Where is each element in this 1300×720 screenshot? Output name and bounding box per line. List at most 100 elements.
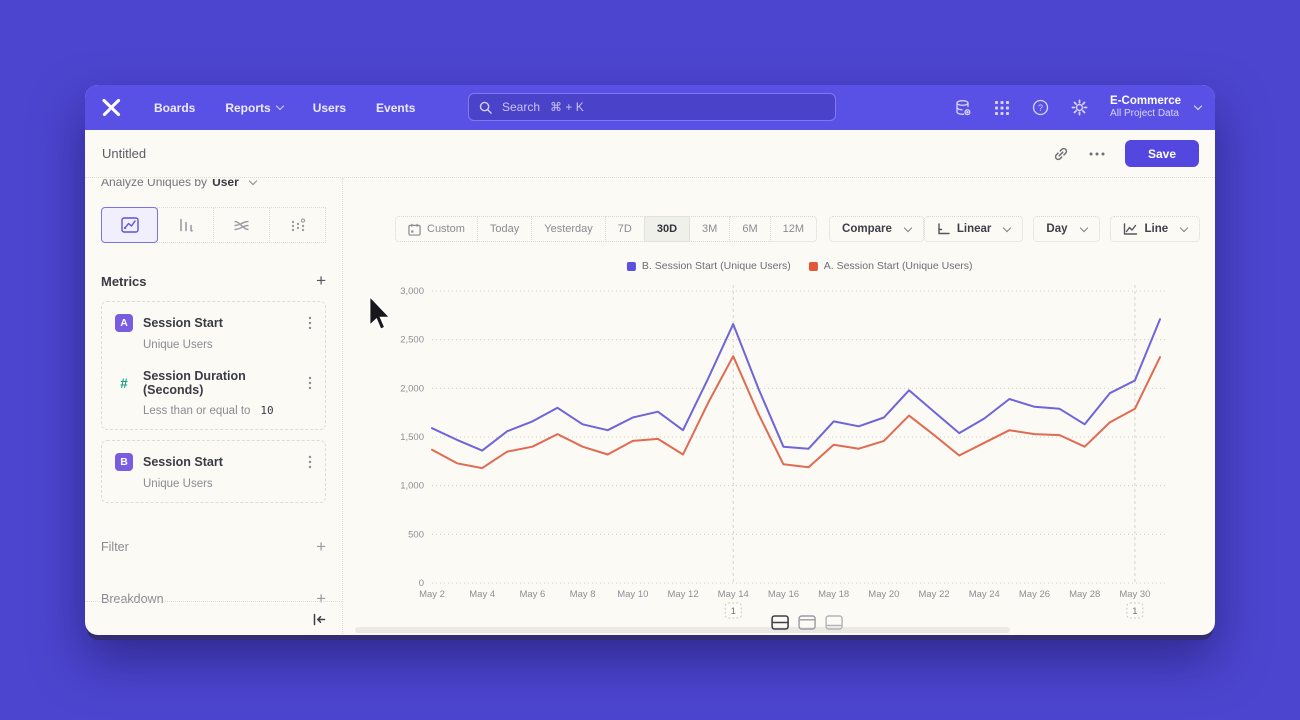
nav-item-boards[interactable]: Boards: [154, 100, 196, 115]
layout-split-icon[interactable]: [771, 615, 789, 630]
compare-button[interactable]: Compare: [829, 216, 924, 242]
sidebar-footer: [85, 601, 342, 635]
svg-text:500: 500: [408, 529, 424, 540]
search-input[interactable]: [500, 99, 825, 115]
range-12m[interactable]: 12M: [769, 216, 818, 242]
project-subtitle: All Project Data: [1110, 108, 1179, 119]
collapse-sidebar-icon[interactable]: [312, 613, 326, 626]
condition-label: Less than or equal to: [143, 405, 251, 417]
apps-grid-icon[interactable]: [994, 100, 1010, 116]
project-name: E-Commerce: [1110, 95, 1181, 107]
range-yesterday[interactable]: Yesterday: [531, 216, 606, 242]
interval-dropdown[interactable]: Day: [1033, 216, 1100, 242]
tab-scatter-chart[interactable]: [269, 207, 326, 243]
metric-row-session-start-a[interactable]: A Session Start: [115, 314, 312, 332]
metric-card-b: B Session Start Unique Users: [101, 440, 326, 503]
more-options-icon[interactable]: [1089, 152, 1105, 156]
metric-badge-a: A: [115, 314, 133, 332]
chevron-down-icon: [248, 179, 257, 185]
svg-text:May 22: May 22: [918, 589, 949, 600]
settings-gear-icon[interactable]: [1071, 99, 1088, 116]
legend-swatch: [808, 261, 818, 271]
layout-header-icon[interactable]: [798, 615, 816, 630]
line-chart[interactable]: 0 500 1,000 1,500 2,000 2,500 3,000 May 2 May 4 M…: [343, 278, 1215, 634]
metric-row-session-start-b[interactable]: B Session Start: [115, 453, 312, 471]
svg-text:1,000: 1,000: [400, 481, 424, 492]
chart-style-dropdown[interactable]: Line: [1109, 216, 1201, 242]
top-nav: Boards Reports Users Events: [85, 85, 1215, 130]
chart-type-tabs: [101, 207, 326, 243]
report-title[interactable]: Untitled: [102, 146, 147, 161]
svg-text:May 12: May 12: [667, 589, 698, 600]
add-filter-button[interactable]: +: [316, 537, 326, 556]
analyze-label: Analyze Uniques by: [101, 179, 208, 189]
line-style-icon: [1123, 223, 1137, 235]
metric-subtitle[interactable]: Unique Users: [143, 478, 213, 490]
report-header: Untitled Save: [85, 130, 1215, 178]
layout-full-icon[interactable]: [825, 615, 843, 630]
line-chart-icon: [120, 217, 139, 233]
scale-dropdown[interactable]: Linear: [923, 216, 1024, 242]
metric-menu-icon[interactable]: [308, 376, 312, 390]
metric-subtitle[interactable]: Unique Users: [143, 339, 213, 351]
chart-toolbar: Custom Today Yesterday 7D 30D 3M 6M 12M Compare…: [395, 216, 1201, 242]
app-window: Boards Reports Users Events: [85, 85, 1215, 635]
range-6m[interactable]: 6M: [729, 216, 771, 242]
metric-row-session-duration[interactable]: # Session Duration (Seconds): [115, 369, 312, 397]
legend-item[interactable]: A. Session Start (Unique Users): [808, 260, 973, 272]
tab-line-chart[interactable]: [101, 207, 158, 243]
horizontal-scrollbar[interactable]: [355, 627, 1010, 633]
condition-value[interactable]: 10: [260, 404, 274, 417]
add-breakdown-button[interactable]: +: [316, 589, 326, 608]
svg-text:May 16: May 16: [768, 589, 799, 600]
metric-name: Session Start: [143, 455, 223, 469]
help-icon[interactable]: ?: [1032, 99, 1049, 116]
metric-name: Session Start: [143, 316, 223, 330]
range-7d[interactable]: 7D: [604, 216, 645, 242]
metric-menu-icon[interactable]: [308, 455, 312, 469]
share-link-icon[interactable]: [1053, 146, 1069, 162]
add-metric-button[interactable]: +: [316, 271, 326, 290]
chevron-down-icon: [1003, 223, 1012, 232]
svg-text:May 24: May 24: [969, 589, 1000, 600]
date-range-group: Custom Today Yesterday 7D 30D 3M 6M 12M: [395, 216, 818, 242]
svg-text:?: ?: [1038, 103, 1043, 113]
nav-item-users[interactable]: Users: [312, 100, 347, 115]
svg-text:2,000: 2,000: [400, 383, 424, 394]
svg-text:May 2: May 2: [419, 589, 445, 600]
analyze-row: Analyze Uniques by User: [101, 179, 326, 194]
range-today[interactable]: Today: [476, 216, 533, 242]
svg-text:May 30: May 30: [1119, 589, 1150, 600]
view-layout-toggle: [771, 615, 843, 630]
legend-item[interactable]: B. Session Start (Unique Users): [626, 260, 791, 272]
bar-chart-icon: [179, 218, 193, 232]
chart-panel: Custom Today Yesterday 7D 30D 3M 6M 12M Compare…: [343, 178, 1215, 635]
metric-menu-icon[interactable]: [308, 316, 312, 330]
legend-label: B. Session Start (Unique Users): [641, 260, 791, 272]
metric-condition[interactable]: Less than or equal to 10: [143, 404, 312, 417]
axis-scale-icon: [938, 223, 950, 235]
analyze-uniques-dropdown[interactable]: Analyze Uniques by User: [101, 179, 326, 189]
chevron-down-icon: [1079, 223, 1088, 232]
project-switcher[interactable]: E-Commerce All Project Data: [1110, 95, 1203, 120]
chevron-down-icon: [903, 223, 913, 232]
svg-text:2,500: 2,500: [400, 335, 424, 346]
range-3m[interactable]: 3M: [689, 216, 731, 242]
tab-bar-chart[interactable]: [157, 207, 214, 243]
svg-text:May 14: May 14: [718, 589, 749, 600]
range-30d[interactable]: 30D: [643, 216, 691, 242]
range-custom[interactable]: Custom: [395, 216, 478, 242]
svg-text:1: 1: [731, 606, 736, 616]
number-property-icon: #: [120, 375, 128, 391]
data-management-icon[interactable]: [954, 99, 972, 117]
tab-flow-chart[interactable]: [213, 207, 270, 243]
nav-item-reports[interactable]: Reports: [225, 101, 284, 115]
mixpanel-logo-icon[interactable]: [101, 98, 122, 117]
svg-text:May 26: May 26: [1019, 589, 1050, 600]
nav-item-events[interactable]: Events: [376, 100, 416, 115]
metric-name: Session Duration (Seconds): [143, 369, 246, 397]
metric-badge-b: B: [115, 453, 133, 471]
search-bar[interactable]: [468, 93, 836, 121]
chevron-down-icon: [275, 101, 284, 111]
save-button[interactable]: Save: [1125, 140, 1199, 167]
